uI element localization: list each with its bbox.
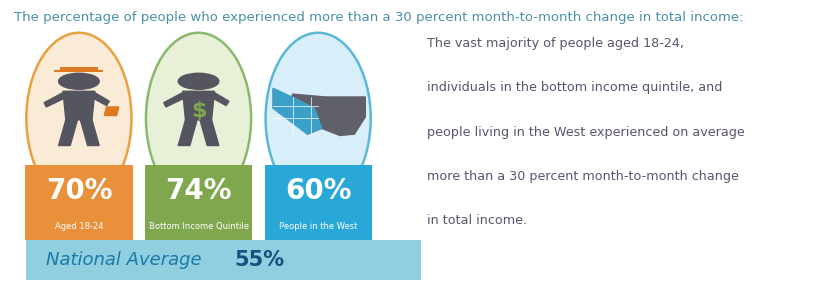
Text: The vast majority of people aged 18-24,: The vast majority of people aged 18-24, <box>427 37 683 50</box>
Text: Aged 18-24: Aged 18-24 <box>55 222 103 231</box>
Text: 60%: 60% <box>284 178 351 205</box>
Text: 55%: 55% <box>234 250 284 270</box>
Ellipse shape <box>265 33 370 204</box>
FancyBboxPatch shape <box>145 166 252 240</box>
Ellipse shape <box>26 33 131 204</box>
FancyBboxPatch shape <box>26 240 421 280</box>
Polygon shape <box>164 93 185 107</box>
Text: National Average: National Average <box>46 251 202 269</box>
Text: People in the West: People in the West <box>279 222 357 231</box>
Text: individuals in the bottom income quintile, and: individuals in the bottom income quintil… <box>427 81 721 94</box>
Text: $: $ <box>190 101 206 121</box>
Polygon shape <box>212 93 229 106</box>
Polygon shape <box>44 93 66 107</box>
Polygon shape <box>92 93 109 106</box>
Circle shape <box>59 73 99 89</box>
Text: The percentage of people who experienced more than a 30 percent month-to-month c: The percentage of people who experienced… <box>13 11 743 24</box>
Polygon shape <box>80 120 99 146</box>
Polygon shape <box>63 91 95 120</box>
Polygon shape <box>104 107 118 116</box>
Polygon shape <box>183 91 214 120</box>
Polygon shape <box>59 120 78 146</box>
FancyBboxPatch shape <box>55 70 103 72</box>
FancyBboxPatch shape <box>264 166 371 240</box>
Polygon shape <box>200 120 218 146</box>
Circle shape <box>178 73 218 89</box>
Text: 74%: 74% <box>165 178 232 205</box>
Polygon shape <box>273 88 322 134</box>
Text: Bottom Income Quintile: Bottom Income Quintile <box>148 222 248 231</box>
FancyBboxPatch shape <box>25 166 132 240</box>
Text: in total income.: in total income. <box>427 214 527 227</box>
Text: people living in the West experienced on average: people living in the West experienced on… <box>427 125 743 139</box>
FancyBboxPatch shape <box>60 67 98 71</box>
Ellipse shape <box>146 33 251 204</box>
Polygon shape <box>178 120 197 146</box>
Polygon shape <box>273 88 365 136</box>
Text: 70%: 70% <box>45 178 112 205</box>
Text: more than a 30 percent month-to-month change: more than a 30 percent month-to-month ch… <box>427 170 738 183</box>
